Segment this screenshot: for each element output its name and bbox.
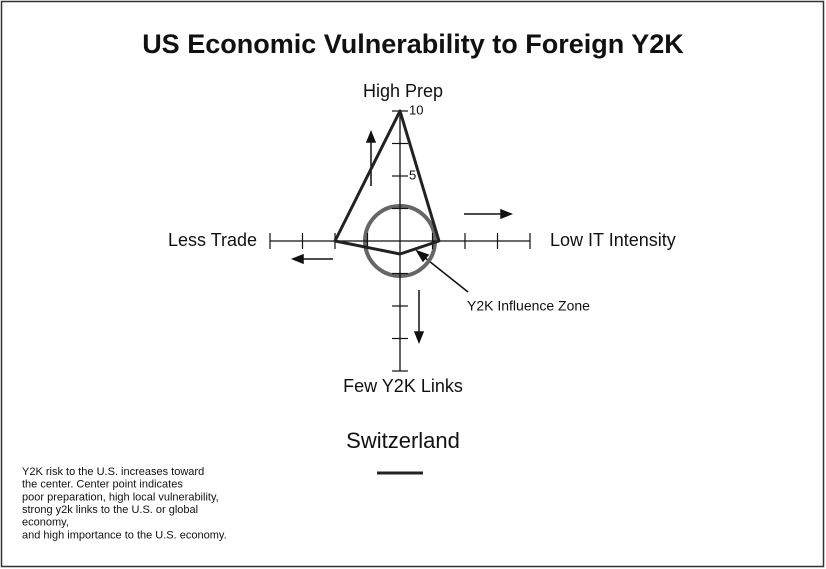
axis-label: Few Y2K Links [343,376,463,396]
legend-label: Switzerland [346,428,460,453]
axis-label: Low IT Intensity [550,230,676,250]
arrow-head [365,129,377,143]
note: and high importance to the U.S. economy. [22,529,227,541]
arrow-head [290,253,304,265]
arrow-head [413,331,425,345]
note: poor preparation, high local vulnerabili… [22,491,219,503]
note: Y2K risk to the U.S. increases toward [22,466,204,478]
axis-label: High Prep [363,81,443,101]
tick-label: 5 [409,167,416,182]
note: the center. Center point indicates [22,479,183,491]
radar-polygon [333,109,441,256]
annotation-arrow [423,256,469,293]
arrows [290,129,514,345]
arrow-head [500,208,514,220]
annotation: Y2K Influence Zone [467,298,590,314]
tick-label: 10 [409,102,423,117]
note: strong y2k links to the U.S. or global [22,504,198,516]
axis-label: Less Trade [168,230,257,250]
chart-title: US Economic Vulnerability to Foreign Y2K [142,29,684,59]
note: economy, [22,517,69,529]
arrow-head [415,249,430,263]
